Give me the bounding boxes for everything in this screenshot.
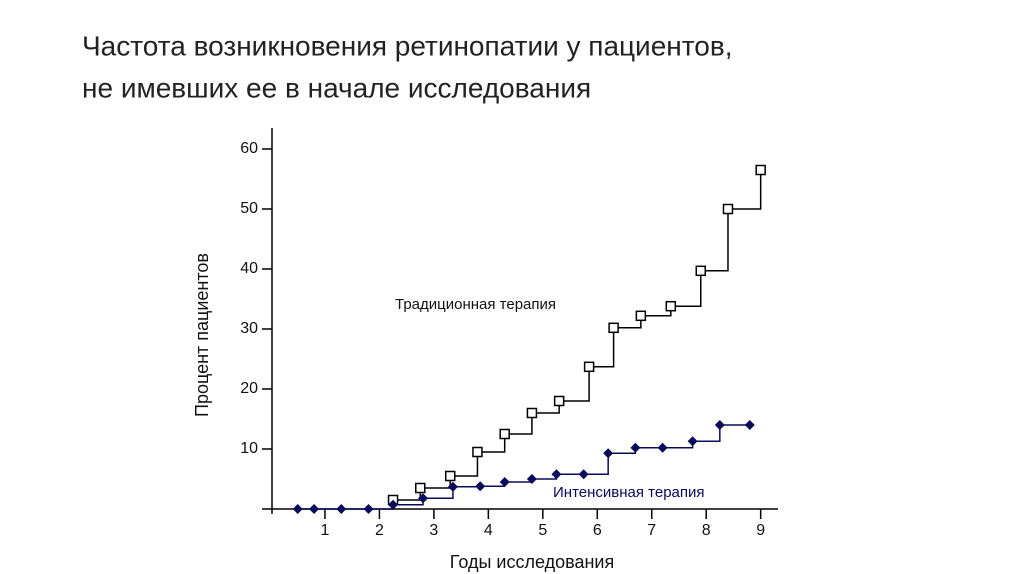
x-tick-label: 6 (593, 522, 602, 539)
y-tick-label: 20 (240, 380, 258, 397)
y-tick-label: 60 (240, 140, 258, 157)
y-tick-label: 50 (240, 200, 258, 217)
marker (714, 420, 725, 430)
marker (635, 310, 647, 322)
marker (447, 481, 458, 492)
marker (695, 265, 707, 277)
marker (309, 504, 320, 514)
chart-title: не имевших ее в начале исследования (82, 72, 591, 103)
x-tick-label: 8 (702, 522, 711, 539)
x-tick-label: 5 (538, 522, 547, 539)
marker (603, 448, 614, 459)
marker (665, 300, 677, 312)
marker (755, 164, 766, 176)
marker (578, 469, 589, 480)
y-tick-label: 40 (240, 260, 258, 277)
marker (475, 481, 486, 492)
x-tick-label: 4 (484, 522, 493, 539)
marker (630, 442, 641, 453)
chart-title: Частота возникновения ретинопатии у паци… (82, 30, 732, 61)
marker (472, 446, 483, 458)
marker (417, 493, 428, 504)
y-axis-title: Процент пациентов (192, 253, 212, 417)
series-label: Интенсивная терапия (553, 484, 705, 501)
marker (553, 395, 565, 407)
marker (583, 361, 595, 373)
x-tick-label: 1 (321, 522, 330, 539)
marker (499, 428, 510, 440)
marker (499, 477, 510, 487)
marker (336, 504, 347, 514)
marker (388, 499, 399, 510)
x-tick-label: 3 (429, 522, 438, 539)
x-tick-label: 9 (756, 522, 765, 539)
y-tick-label: 10 (240, 440, 258, 457)
marker (292, 504, 303, 514)
x-tick-label: 2 (375, 522, 384, 539)
marker (526, 407, 538, 419)
marker (363, 504, 374, 514)
marker (526, 474, 537, 484)
marker (551, 469, 562, 480)
marker (687, 436, 698, 447)
x-tick-label: 7 (647, 522, 656, 539)
marker (744, 420, 755, 430)
y-tick-label: 30 (240, 320, 258, 337)
marker (608, 322, 619, 334)
step-line (393, 170, 762, 501)
marker (444, 470, 456, 482)
marker (722, 203, 734, 215)
marker (415, 482, 426, 494)
x-axis-title: Годы исследования (450, 552, 614, 572)
marker (657, 442, 668, 453)
series-label: Традиционная терапия (395, 296, 556, 313)
